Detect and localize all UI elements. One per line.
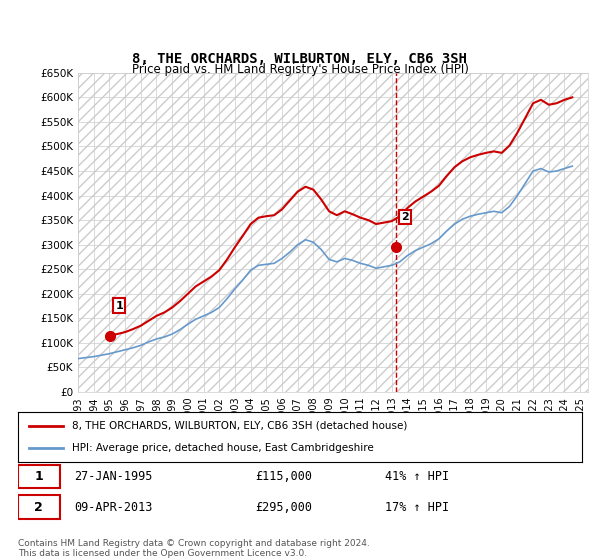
Text: 8, THE ORCHARDS, WILBURTON, ELY, CB6 3SH: 8, THE ORCHARDS, WILBURTON, ELY, CB6 3SH: [133, 52, 467, 66]
Text: 8, THE ORCHARDS, WILBURTON, ELY, CB6 3SH (detached house): 8, THE ORCHARDS, WILBURTON, ELY, CB6 3SH…: [71, 421, 407, 431]
Text: 09-APR-2013: 09-APR-2013: [74, 501, 153, 514]
Text: HPI: Average price, detached house, East Cambridgeshire: HPI: Average price, detached house, East…: [71, 443, 373, 453]
FancyBboxPatch shape: [18, 465, 60, 488]
Text: 2: 2: [34, 501, 43, 514]
Text: 27-JAN-1995: 27-JAN-1995: [74, 470, 153, 483]
Text: 1: 1: [34, 470, 43, 483]
Text: Contains HM Land Registry data © Crown copyright and database right 2024.
This d: Contains HM Land Registry data © Crown c…: [18, 539, 370, 558]
Text: £295,000: £295,000: [255, 501, 312, 514]
Text: 2: 2: [401, 212, 409, 222]
Text: 17% ↑ HPI: 17% ↑ HPI: [385, 501, 449, 514]
FancyBboxPatch shape: [18, 496, 60, 519]
Text: £115,000: £115,000: [255, 470, 312, 483]
Text: 41% ↑ HPI: 41% ↑ HPI: [385, 470, 449, 483]
Text: 1: 1: [115, 301, 123, 310]
Text: Price paid vs. HM Land Registry's House Price Index (HPI): Price paid vs. HM Land Registry's House …: [131, 63, 469, 77]
